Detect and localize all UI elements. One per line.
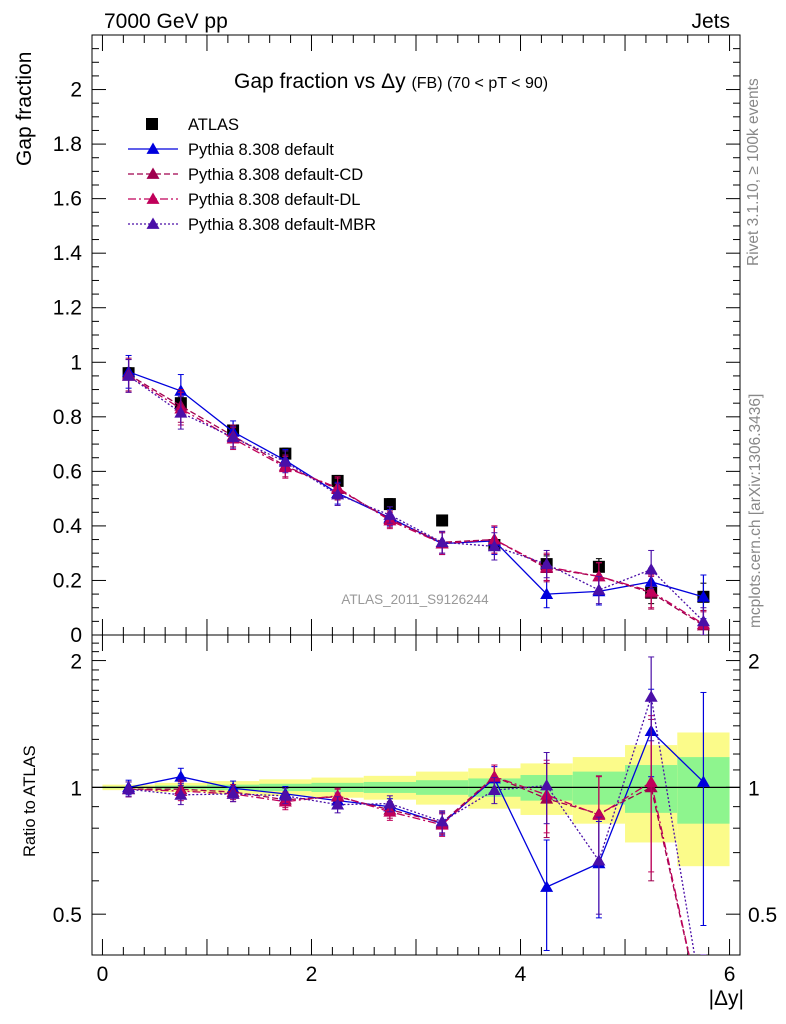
x-tick-label: 0	[97, 963, 109, 986]
mc-point	[644, 563, 658, 575]
legend: ATLAS Pythia 8.308 default Pythia 8.308 de…	[128, 116, 376, 234]
ratio-series-line	[128, 729, 704, 888]
mc-point	[540, 557, 554, 569]
ratio-point	[644, 690, 658, 702]
mc-point	[174, 406, 188, 418]
ratio-y-tick-label: 2	[70, 651, 82, 674]
main-y-tick-label: 0.6	[53, 460, 82, 483]
ratio-y-tick-label: 1	[70, 777, 82, 800]
mc-point	[592, 569, 606, 582]
mc-point	[226, 430, 240, 443]
ratio-point	[487, 770, 501, 782]
main-y-tick-label: 0.4	[53, 515, 83, 538]
ratio-point	[122, 782, 136, 795]
ratio-point	[331, 798, 345, 810]
main-ticks	[92, 34, 740, 636]
mc-point	[122, 369, 136, 381]
ratio-y-tick-label: 0.5	[53, 904, 82, 927]
ratio-point	[174, 788, 188, 800]
ratio-series-3	[122, 656, 707, 955]
analysis-watermark: ATLAS_2011_S9126244	[341, 592, 489, 607]
main-y-tick-label: 0	[70, 624, 82, 647]
legend-marker	[146, 167, 160, 179]
x-tick-label: 4	[515, 963, 527, 986]
legend-item: Pythia 8.308 default-CD	[128, 166, 363, 184]
series-0	[122, 367, 710, 611]
ratio-point	[592, 854, 606, 866]
legend-label: Pythia 8.308 default-MBR	[188, 216, 376, 234]
legend-label: Pythia 8.308 default-DL	[188, 191, 360, 209]
legend-item: Pythia 8.308 default-MBR	[128, 216, 376, 234]
main-y-tick-label: 0.2	[53, 569, 82, 592]
mc-point	[383, 508, 397, 520]
legend-marker	[146, 192, 160, 204]
x-tick-label: 6	[724, 963, 736, 986]
series-line	[128, 373, 704, 627]
ratio-y-tick-label-right: 1	[748, 777, 760, 800]
ratio-series-line	[128, 775, 690, 955]
mc-point	[592, 583, 606, 595]
ratio-point	[435, 814, 449, 827]
mc-point	[696, 590, 710, 602]
main-series-group	[122, 354, 710, 635]
legend-label: Pythia 8.308 default-CD	[188, 166, 363, 184]
ratio-y-tick-label-right: 2	[748, 651, 760, 674]
ratio-series-line	[128, 775, 690, 955]
series-1	[122, 354, 710, 620]
series-line	[128, 371, 704, 598]
ratio-point	[383, 797, 397, 809]
ratio-point	[592, 808, 606, 820]
mc-point	[278, 455, 292, 467]
ratio-point	[331, 789, 345, 801]
mc-point	[540, 587, 554, 599]
main-y-tick-label: 2	[70, 79, 82, 102]
mc-point	[644, 584, 658, 597]
ratio-point	[540, 880, 554, 892]
mc-point	[487, 539, 501, 552]
ratio-point	[226, 787, 240, 799]
mc-point	[435, 535, 449, 548]
main-y-tick-label: 1.2	[53, 297, 82, 320]
legend-item: Pythia 8.308 default-DL	[128, 191, 360, 209]
legend-marker	[146, 142, 160, 154]
main-y-tick-label: 1	[70, 351, 82, 374]
ratio-ticks	[92, 635, 740, 955]
ratio-series-line	[128, 696, 696, 955]
series-4	[122, 359, 710, 635]
legend-marker	[146, 118, 158, 130]
series-line	[128, 375, 704, 622]
ratio-y-tick-label-right: 0.5	[748, 904, 777, 927]
ratio-point	[644, 775, 658, 787]
header-left: 7000 GeV pp	[104, 10, 228, 33]
legend-item: Pythia 8.308 default	[128, 141, 334, 159]
ratio-point	[174, 770, 188, 782]
main-title: Gap fraction vs Δy (FB) (70 < pT < 90)	[234, 70, 548, 93]
x-tick-label: 2	[306, 963, 318, 986]
x-axis-label: |Δy|	[708, 987, 744, 1010]
legend-label: ATLAS	[188, 116, 239, 134]
main-y-tick-label: 1.4	[53, 242, 83, 265]
ratio-point	[487, 783, 501, 796]
legend-marker	[146, 217, 160, 229]
ratio-series-group	[122, 656, 710, 955]
mc-point	[331, 488, 345, 500]
main-y-tick-label: 0.8	[53, 406, 82, 429]
series-line	[128, 375, 704, 625]
legend-item: ATLAS	[146, 116, 239, 134]
mc-point	[696, 614, 710, 627]
main-y-tick-label: 1.6	[53, 188, 82, 211]
ratio-point	[540, 779, 554, 791]
ratio-bands	[102, 732, 730, 867]
main-y-tick-label: 1.8	[53, 133, 82, 156]
data-point	[436, 514, 449, 527]
legend-label: Pythia 8.308 default	[188, 141, 334, 159]
header-right: Jets	[691, 10, 730, 33]
ratio-point	[278, 789, 292, 801]
ratio-point	[696, 775, 710, 787]
